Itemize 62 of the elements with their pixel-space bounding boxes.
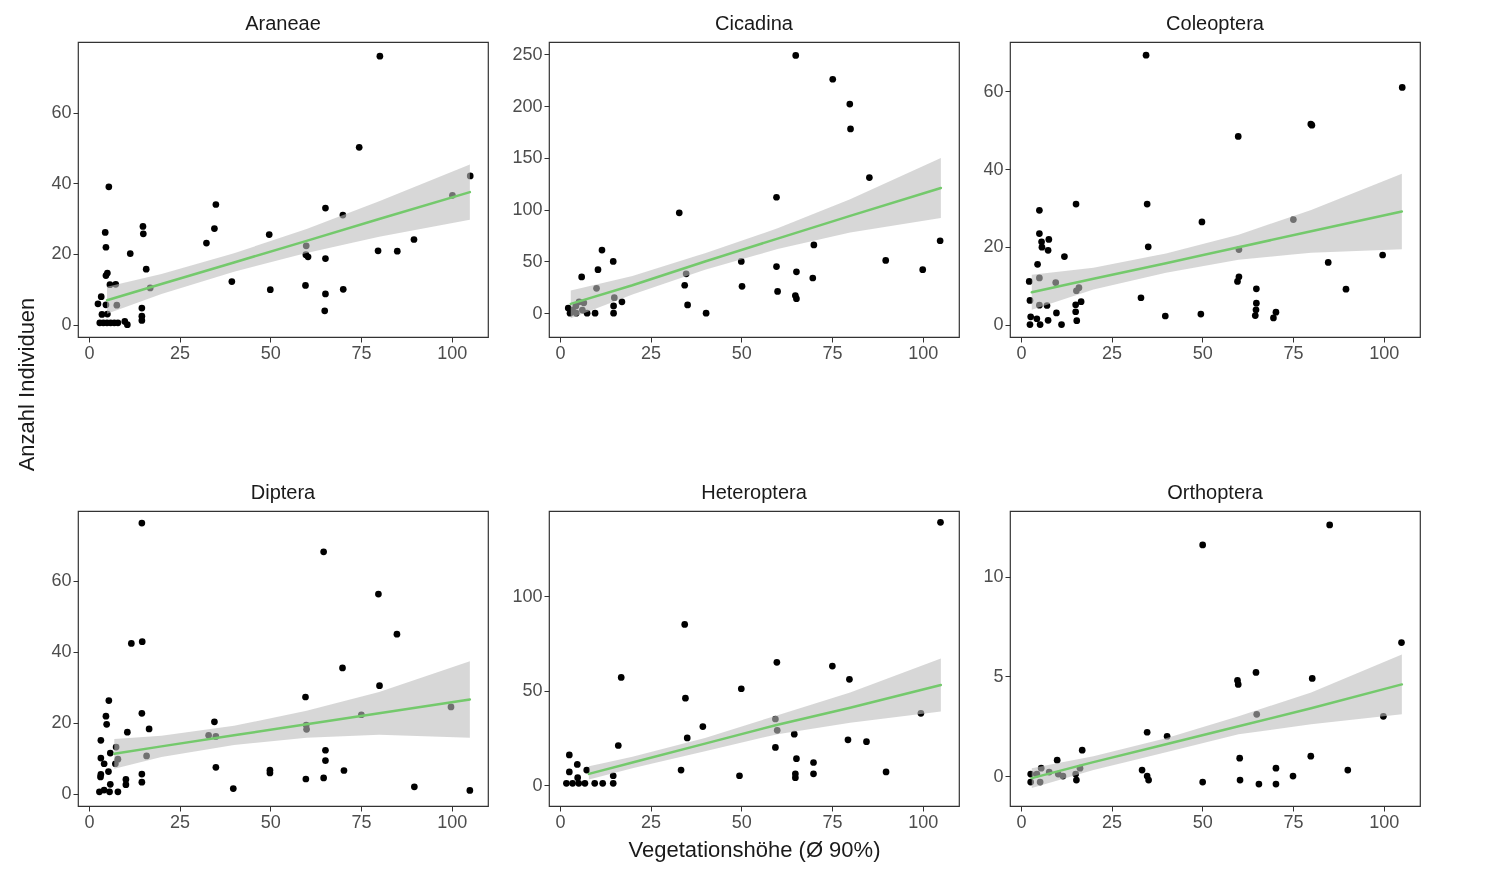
x-tick-label: 50 — [731, 342, 752, 363]
y-tick-label: 60 — [51, 102, 72, 123]
x-tick-label: 25 — [1102, 342, 1123, 363]
x-tick-label: 75 — [1283, 811, 1304, 832]
y-tick-label: 60 — [983, 80, 1004, 101]
x-tick-label: 0 — [555, 342, 566, 363]
x-tick-label: 100 — [437, 342, 468, 363]
y-axis-title: Anzahl Individuen — [14, 297, 40, 472]
chart-title: Araneae — [245, 12, 321, 34]
x-tick-label: 25 — [641, 811, 662, 832]
y-tick-label: 40 — [51, 641, 72, 662]
x-tick-label: 100 — [908, 811, 939, 832]
x-tick-label: 25 — [1102, 811, 1123, 832]
x-tick-label: 100 — [908, 342, 939, 363]
y-tick-label: 10 — [983, 566, 1004, 587]
x-tick-label: 0 — [1016, 811, 1027, 832]
y-tick-label: 0 — [993, 314, 1004, 335]
y-tick-label: 20 — [983, 236, 1004, 257]
x-tick-label: 75 — [1283, 342, 1304, 363]
y-tick-label: 150 — [512, 147, 543, 168]
x-tick-label: 100 — [1369, 811, 1400, 832]
x-tick-label: 25 — [170, 811, 191, 832]
x-tick-label: 25 — [170, 342, 191, 363]
y-tick-label: 250 — [512, 43, 543, 64]
x-tick-label: 50 — [1192, 811, 1213, 832]
y-tick-label: 0 — [61, 314, 72, 335]
chart-title: Cicadina — [715, 12, 794, 34]
x-tick-label: 100 — [1369, 342, 1400, 363]
y-tick-label: 100 — [512, 199, 543, 220]
y-tick-label: 40 — [51, 172, 72, 193]
y-tick-label: 0 — [61, 783, 72, 804]
y-tick-label: 0 — [532, 774, 543, 795]
chart-title: Orthoptera — [1167, 481, 1264, 503]
x-tick-label: 75 — [822, 811, 843, 832]
x-axis-title: Vegetationshöhe (Ø 90%) — [628, 836, 881, 862]
y-tick-label: 200 — [512, 95, 543, 116]
y-tick-label: 60 — [51, 570, 72, 591]
chart-title: Coleoptera — [1166, 12, 1265, 34]
x-tick-label: 50 — [1192, 342, 1213, 363]
x-tick-label: 50 — [260, 342, 281, 363]
x-tick-label: 25 — [641, 342, 662, 363]
x-tick-label: 0 — [84, 342, 95, 363]
y-tick-label: 0 — [532, 302, 543, 323]
y-tick-label: 20 — [51, 712, 72, 733]
y-tick-label: 0 — [993, 765, 1004, 786]
y-tick-label: 100 — [512, 585, 543, 606]
x-tick-label: 50 — [260, 811, 281, 832]
x-tick-label: 0 — [1016, 342, 1027, 363]
chart-title: Heteroptera — [701, 481, 808, 503]
chart-title: Diptera — [250, 481, 317, 503]
x-tick-label: 75 — [822, 342, 843, 363]
x-tick-label: 100 — [437, 811, 468, 832]
y-tick-label: 5 — [993, 665, 1004, 686]
x-tick-label: 75 — [351, 342, 372, 363]
x-tick-label: 0 — [84, 811, 95, 832]
x-tick-label: 0 — [555, 811, 566, 832]
y-tick-label: 50 — [522, 680, 543, 701]
x-tick-label: 75 — [351, 811, 372, 832]
y-tick-label: 50 — [522, 250, 543, 271]
y-tick-label: 20 — [51, 243, 72, 264]
y-tick-label: 40 — [983, 158, 1004, 179]
x-tick-label: 50 — [731, 811, 752, 832]
